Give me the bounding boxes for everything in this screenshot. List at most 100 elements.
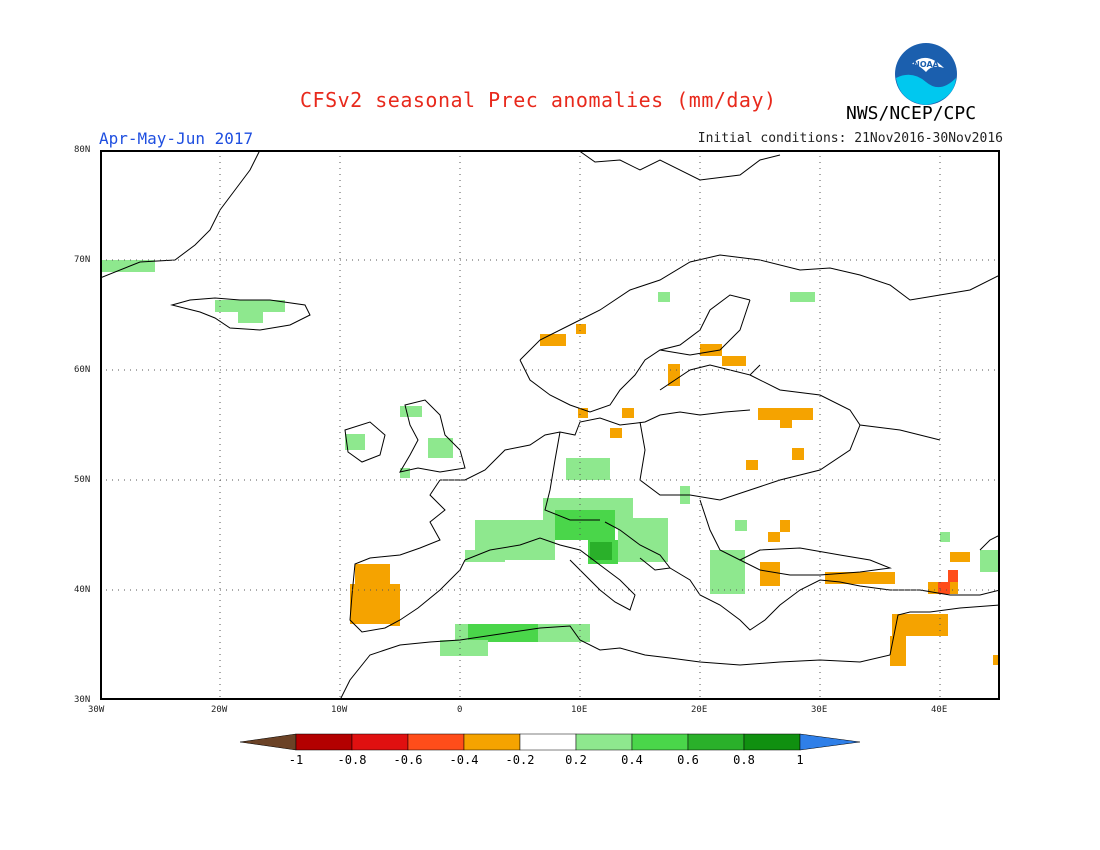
lon-label: 40E bbox=[931, 705, 948, 715]
coast-ireland bbox=[344, 421, 386, 463]
anomaly-map bbox=[100, 150, 1000, 700]
coast-iceland bbox=[170, 297, 311, 331]
legend-tick: 0.2 bbox=[565, 753, 587, 767]
legend-bin bbox=[463, 733, 521, 751]
coast-continental-north bbox=[440, 409, 751, 481]
border-east bbox=[749, 374, 941, 441]
color-legend: -1 -0.8 -0.6 -0.4 -0.2 0.2 0.4 0.6 0.8 1 bbox=[240, 733, 860, 767]
coast-britain bbox=[398, 399, 466, 473]
border-balkan bbox=[699, 499, 741, 561]
border-finland bbox=[659, 299, 751, 356]
lon-label: 30W bbox=[88, 705, 105, 715]
coast-iberia bbox=[349, 479, 466, 633]
legend-tick: -0.2 bbox=[506, 753, 535, 767]
anomaly-cell bbox=[710, 550, 745, 594]
lat-label: 40N bbox=[74, 585, 91, 595]
coast-aegean-turkey bbox=[669, 567, 1000, 631]
lon-label: 0 bbox=[457, 705, 463, 715]
anomaly-cell bbox=[100, 260, 155, 272]
chart-title: CFSv2 seasonal Prec anomalies (mm/day) bbox=[300, 88, 777, 112]
anomaly-cell bbox=[938, 582, 950, 594]
legend-tick: -0.6 bbox=[394, 753, 423, 767]
anomaly-cell bbox=[993, 655, 1000, 665]
legend-tick: 0.6 bbox=[677, 753, 699, 767]
anomaly-cell bbox=[400, 406, 422, 417]
anomaly-cell bbox=[758, 408, 813, 420]
coast-adriatic bbox=[604, 521, 671, 571]
anomaly-cell bbox=[238, 312, 263, 323]
coast-italy-west bbox=[464, 537, 636, 611]
anomaly-cell bbox=[760, 562, 780, 586]
map-background bbox=[100, 150, 1000, 700]
anomaly-cell bbox=[400, 468, 410, 478]
coast-caspian bbox=[979, 534, 1000, 551]
anomaly-cell bbox=[790, 292, 815, 302]
legend-tick: 0.8 bbox=[733, 753, 755, 767]
map-frame bbox=[100, 150, 1000, 700]
legend-bin bbox=[631, 733, 689, 751]
legend-arrow-low bbox=[240, 733, 297, 751]
legend-bin bbox=[295, 733, 353, 751]
anomaly-cell bbox=[610, 428, 622, 438]
forecast-period: Apr-May-Jun 2017 bbox=[99, 129, 254, 148]
anomaly-cell bbox=[468, 624, 538, 642]
legend-tick: 0.4 bbox=[621, 753, 643, 767]
noaa-logo: NOAA bbox=[895, 43, 957, 105]
legend-tick: -0.8 bbox=[338, 753, 367, 767]
lon-label: 20E bbox=[691, 705, 708, 715]
coast-svalbard bbox=[577, 150, 781, 181]
legend-bin bbox=[351, 733, 409, 751]
noaa-logo-bird bbox=[912, 57, 944, 72]
lat-label: 80N bbox=[74, 145, 91, 155]
agency-label: NWS/NCEP/CPC bbox=[846, 103, 977, 124]
legend-bin bbox=[743, 733, 801, 751]
legend-bin bbox=[519, 733, 577, 751]
anomaly-cell bbox=[566, 458, 610, 480]
coast-north-africa bbox=[339, 625, 891, 700]
noaa-logo-wave bbox=[896, 74, 956, 105]
anomaly-cell bbox=[428, 438, 453, 458]
anomaly-cell bbox=[890, 636, 906, 666]
anomaly-cell bbox=[768, 532, 780, 542]
legend-bin bbox=[407, 733, 465, 751]
anomaly-cell bbox=[700, 344, 722, 356]
anomaly-cell bbox=[576, 324, 586, 334]
anomaly-cell bbox=[780, 420, 792, 428]
anomaly-cell bbox=[345, 434, 365, 450]
coastlines bbox=[100, 150, 1000, 700]
anomaly-cell bbox=[892, 614, 948, 636]
lat-label: 30N bbox=[74, 695, 91, 705]
lat-label: 70N bbox=[74, 255, 91, 265]
lat-label: 50N bbox=[74, 475, 91, 485]
anomaly-cell bbox=[622, 408, 634, 418]
noaa-logo-text: NOAA bbox=[913, 60, 939, 69]
anomaly-cell bbox=[540, 334, 566, 346]
anomaly-cell bbox=[780, 520, 790, 532]
lon-label: 20W bbox=[211, 705, 228, 715]
anomaly-cell bbox=[825, 572, 895, 584]
anomaly-cell bbox=[735, 520, 747, 531]
anomaly-cell bbox=[940, 532, 950, 542]
anomaly-cell bbox=[668, 364, 680, 386]
legend-bin bbox=[687, 733, 745, 751]
anomaly-cell bbox=[722, 356, 746, 366]
anomaly-cell bbox=[948, 570, 958, 582]
lon-label: 10E bbox=[571, 705, 588, 715]
anomaly-cell bbox=[980, 550, 1000, 572]
legend-arrow-high bbox=[799, 733, 860, 751]
legend-tick: 1 bbox=[796, 753, 803, 767]
coast-black-sea bbox=[738, 547, 892, 576]
anomaly-cell bbox=[590, 542, 612, 560]
coast-scandinavia-south bbox=[519, 294, 751, 413]
anomaly-cell bbox=[950, 552, 970, 562]
anomaly-cell bbox=[465, 550, 505, 562]
legend-tick: -0.4 bbox=[450, 753, 479, 767]
anomaly-cell bbox=[578, 408, 588, 418]
graticule bbox=[100, 150, 1000, 700]
initial-conditions: Initial conditions: 21Nov2016-30Nov2016 bbox=[697, 131, 1003, 146]
border-central bbox=[639, 421, 861, 501]
coast-levant bbox=[889, 604, 1000, 656]
anomaly-cell bbox=[440, 640, 488, 656]
anomaly-cell bbox=[792, 448, 804, 460]
lat-label: 60N bbox=[74, 365, 91, 375]
